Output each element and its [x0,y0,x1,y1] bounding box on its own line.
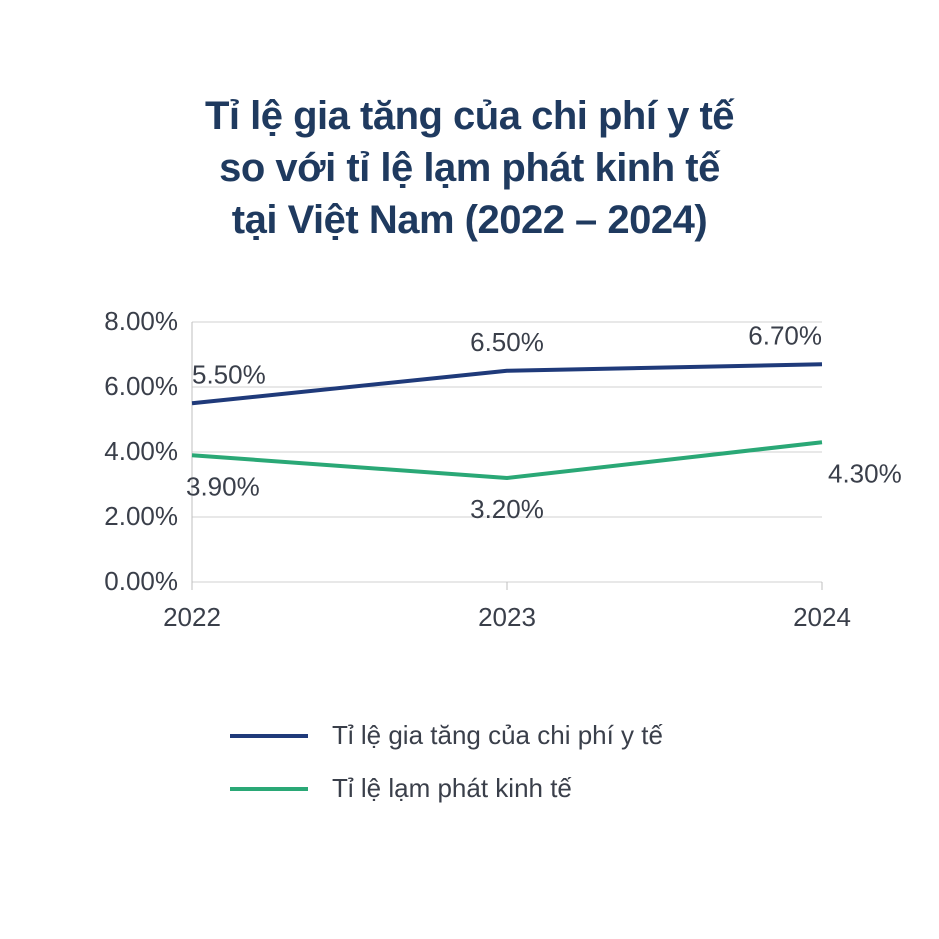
line-chart-svg: 0.00% 2.00% 4.00% 6.00% 8.00% 2022 2023 2024 5.5… [72,282,912,652]
legend-item-economic_inflation: Tỉ lệ lạm phát kinh tế [230,773,663,804]
data-label-economic_inflation: 4.30% [828,458,902,488]
data-label-healthcare_cost_growth: 5.50% [192,359,266,389]
y-axis-tick-label: 2.00% [104,501,178,531]
y-axis-tick-label: 4.00% [104,436,178,466]
data-label-healthcare_cost_growth: 6.50% [470,327,544,357]
series-line-healthcare_cost_growth [192,364,822,403]
data-label-economic_inflation: 3.20% [470,494,544,524]
chart-title: Tỉ lệ gia tăng của chi phí y tếso với tỉ… [0,90,939,246]
y-axis-tick-label: 8.00% [104,306,178,336]
legend: Tỉ lệ gia tăng của chi phí y tế Tỉ lệ lạ… [230,720,663,826]
data-label-economic_inflation: 3.90% [186,471,260,501]
y-axis-tick-label: 0.00% [104,566,178,596]
data-label-healthcare_cost_growth: 6.70% [748,320,822,350]
x-axis-tick-label: 2022 [163,602,221,632]
chart-title-line: so với tỉ lệ lạm phát kinh tế [0,142,939,194]
legend-swatch-healthcare_cost_growth [230,734,308,738]
legend-swatch-economic_inflation [230,787,308,791]
legend-label-healthcare_cost_growth: Tỉ lệ gia tăng của chi phí y tế [332,720,663,751]
chart-title-line: tại Việt Nam (2022 – 2024) [0,194,939,246]
x-axis-tick-label: 2024 [793,602,851,632]
legend-label-economic_inflation: Tỉ lệ lạm phát kinh tế [332,773,572,804]
y-axis-tick-label: 6.00% [104,371,178,401]
legend-item-healthcare_cost_growth: Tỉ lệ gia tăng của chi phí y tế [230,720,663,751]
chart-area: 0.00% 2.00% 4.00% 6.00% 8.00% 2022 2023 2024 5.5… [72,282,912,652]
chart-title-line: Tỉ lệ gia tăng của chi phí y tế [0,90,939,142]
x-axis-tick-label: 2023 [478,602,536,632]
series-line-economic_inflation [192,442,822,478]
